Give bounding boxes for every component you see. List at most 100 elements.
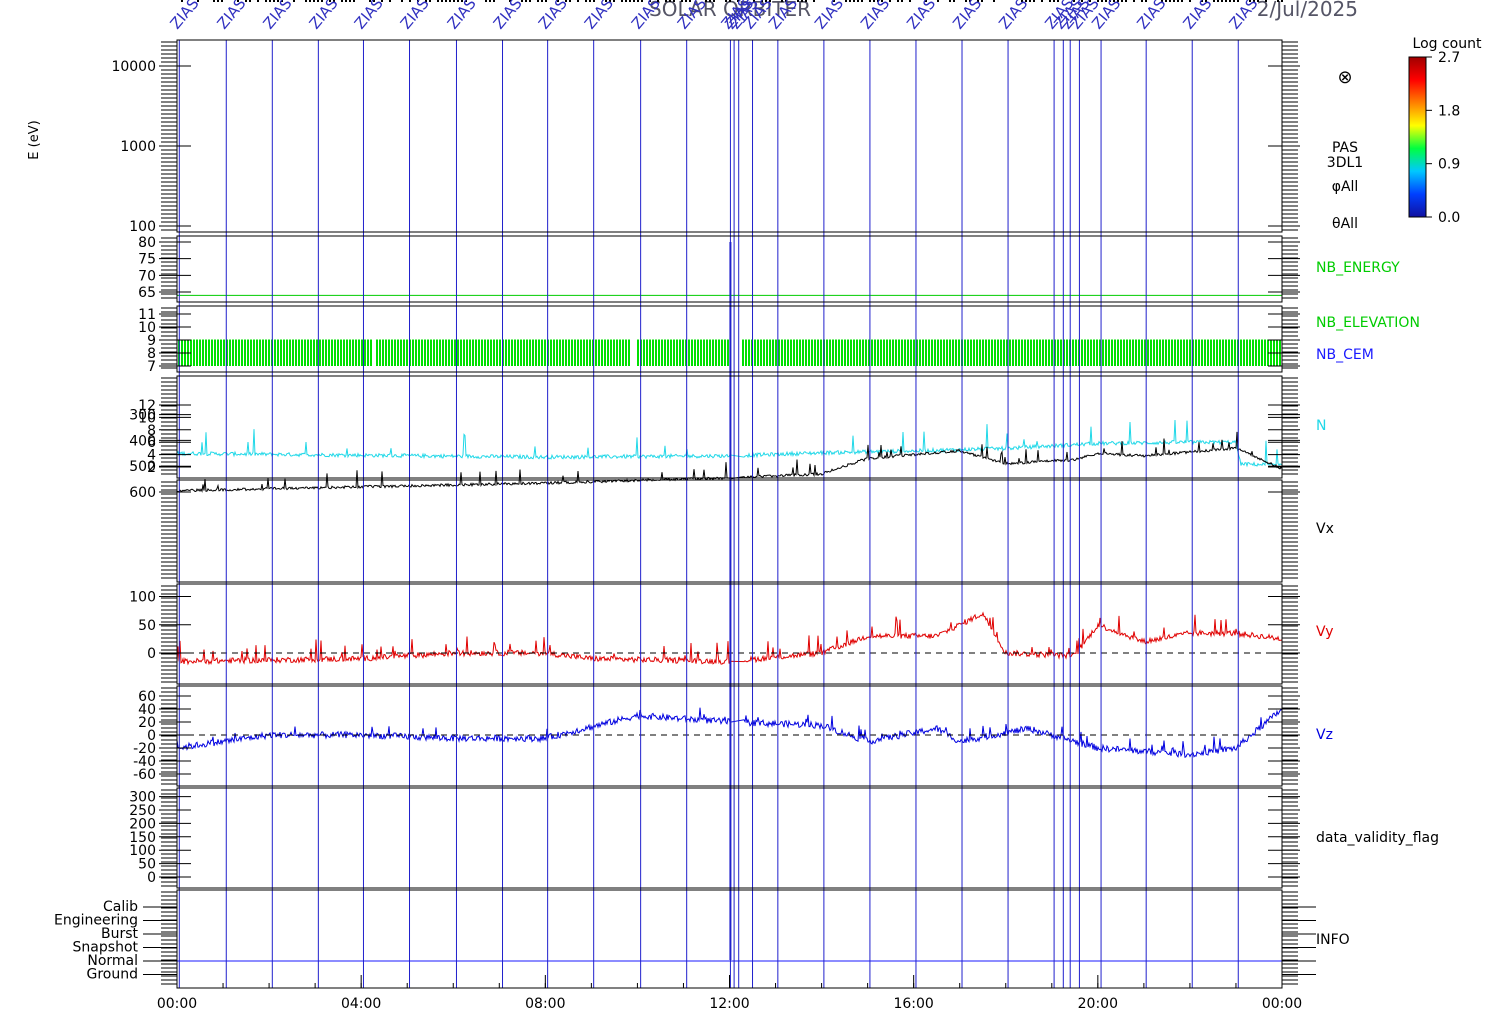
spectrogram-noise-dot xyxy=(589,0,591,2)
nb-elevation-y-tick-label: 8 xyxy=(147,346,156,362)
nb-cem-label: NB_CEM xyxy=(1316,347,1374,363)
spectrogram-noise-dot xyxy=(1161,0,1163,2)
spectrogram-noise-dot xyxy=(1205,0,1207,2)
spectrogram-noise-dot xyxy=(937,0,939,2)
spectrogram-noise-dot xyxy=(845,0,847,2)
event-label: ZIAS xyxy=(581,0,617,33)
spectrogram-noise-dot xyxy=(545,0,547,2)
spectrogram-noise-dot xyxy=(585,0,587,2)
spectrogram-noise-dot xyxy=(753,0,755,2)
spectrogram-noise-dot xyxy=(221,0,223,2)
spectrogram-noise-dot xyxy=(213,0,215,2)
x-axis-tick-label: 20:00 xyxy=(1078,996,1118,1012)
panel-frame-nbel xyxy=(176,305,1283,373)
colorbar xyxy=(1408,56,1427,218)
spectrogram-noise-dot xyxy=(321,0,323,2)
event-label: ZIAS xyxy=(490,0,526,33)
spectrogram-noise-dot xyxy=(249,0,251,2)
spectrogram-noise-dot xyxy=(1073,0,1075,2)
nb-energy-y-tick-label: 75 xyxy=(138,252,156,268)
event-label: ZIAS xyxy=(903,0,939,33)
spectrogram-noise-dot xyxy=(1257,0,1259,2)
nb-elevation-fill xyxy=(178,339,1281,366)
spectrogram-noise-dot xyxy=(425,0,427,2)
event-label: ZIAS xyxy=(214,0,250,33)
spectrogram-noise-dot xyxy=(769,0,771,2)
plot-title: SOLAR ORBITER xyxy=(649,0,811,21)
spectrogram-noise-dot xyxy=(633,0,635,2)
density-y-tick-label: 4 xyxy=(147,448,156,464)
vz-trace xyxy=(176,707,1283,758)
spectrogram-noise-dot xyxy=(897,0,899,2)
spectrogram-noise-dot xyxy=(1237,0,1239,2)
spectrogram-noise-dot xyxy=(1041,0,1043,2)
spectrogram-noise-dot xyxy=(869,0,871,2)
colorbar-tick-label: 2.7 xyxy=(1438,50,1460,66)
nb-elevation-label: NB_ELEVATION xyxy=(1316,315,1420,331)
spectrogram-noise-dot xyxy=(1113,0,1115,2)
spectrogram-noise-dot xyxy=(353,0,355,2)
vx-y-tick-label: 500 xyxy=(129,459,156,475)
spectrogram-noise-dot xyxy=(317,0,319,2)
spectrogram-noise-dot xyxy=(309,0,311,2)
spectrogram-noise-dot xyxy=(657,0,659,2)
spectrogram-noise-dot xyxy=(605,0,607,2)
validity-y-tick-label: 200 xyxy=(129,816,156,832)
spectrogram-noise-dot xyxy=(805,0,807,2)
vz-label: Vz xyxy=(1316,727,1333,743)
spectrogram-noise-dot xyxy=(613,0,615,2)
nb-energy-y-tick-label: 65 xyxy=(138,285,156,301)
validity-y-tick-label: 50 xyxy=(138,857,156,873)
spectrogram-noise-dot xyxy=(909,0,911,2)
spectrogram-noise-dot xyxy=(669,0,671,2)
spectrogram-noise-dot xyxy=(797,0,799,2)
spectrogram-noise-dot xyxy=(1249,0,1251,2)
vy-y-tick-label: 100 xyxy=(129,590,156,606)
spectrogram-noise-dot xyxy=(565,0,567,2)
spectrogram-noise-dot xyxy=(801,0,803,2)
spectrogram-noise-dot xyxy=(785,0,787,2)
vz-y-tick-label: 60 xyxy=(138,689,156,705)
vy-label: Vy xyxy=(1316,624,1334,640)
spectrogram-noise-dot xyxy=(1221,0,1223,2)
spectrogram-noise-dot xyxy=(265,0,267,2)
spectrogram-noise-dot xyxy=(981,0,983,2)
spectrogram-noise-dot xyxy=(665,0,667,2)
spectrogram-y-tick-label: 1000 xyxy=(120,139,156,155)
spectrogram-noise-dot xyxy=(1081,0,1083,2)
spectrogram-noise-dot xyxy=(313,0,315,2)
vz-y-tick-label: 40 xyxy=(138,702,156,718)
spectrogram-noise-dot xyxy=(965,0,967,2)
spectrogram-noise-dot xyxy=(521,0,523,2)
validity-y-tick-label: 250 xyxy=(129,803,156,819)
event-label: ZIAS xyxy=(857,0,893,33)
spectrogram-noise-dot xyxy=(1049,0,1051,2)
spectrogram-noise-dot xyxy=(1225,0,1227,2)
spectrogram-noise-dot xyxy=(441,0,443,2)
event-label: ZIAS xyxy=(995,0,1031,33)
info-level-label: Normal xyxy=(87,953,138,969)
nb-energy-y-tick-label: 70 xyxy=(138,268,156,284)
spectrogram-noise-dot xyxy=(881,0,883,2)
spectrogram-noise-dot xyxy=(1105,0,1107,2)
density-trace xyxy=(176,419,1283,468)
vy-y-tick-label: 50 xyxy=(138,618,156,634)
colorbar-title: Log count xyxy=(1413,36,1482,52)
colorbar-tick-label: 0.9 xyxy=(1438,157,1460,173)
spectrogram-noise-dot xyxy=(569,0,571,2)
spectrogram-noise-dot xyxy=(557,0,559,2)
spectrogram-noise-dot xyxy=(833,0,835,2)
colorbar-tick-label: 0.0 xyxy=(1438,210,1460,226)
panel-frame-dens xyxy=(176,375,1283,479)
spectrogram-noise-dot xyxy=(237,0,239,2)
spectrogram-noise-dot xyxy=(1025,0,1027,2)
validity-y-tick-label: 0 xyxy=(147,870,156,886)
spectrogram-noise-dot xyxy=(1021,0,1023,2)
event-label: ZIAS xyxy=(167,0,203,33)
spectrogram-noise-dot xyxy=(889,0,891,2)
vz-y-tick-label: -60 xyxy=(133,767,156,783)
x-axis-tick-label: 04:00 xyxy=(341,996,381,1012)
info-level-label: Snapshot xyxy=(73,940,139,956)
x-axis-tick-label: 08:00 xyxy=(525,996,565,1012)
spectrogram-noise-dot xyxy=(341,0,343,2)
